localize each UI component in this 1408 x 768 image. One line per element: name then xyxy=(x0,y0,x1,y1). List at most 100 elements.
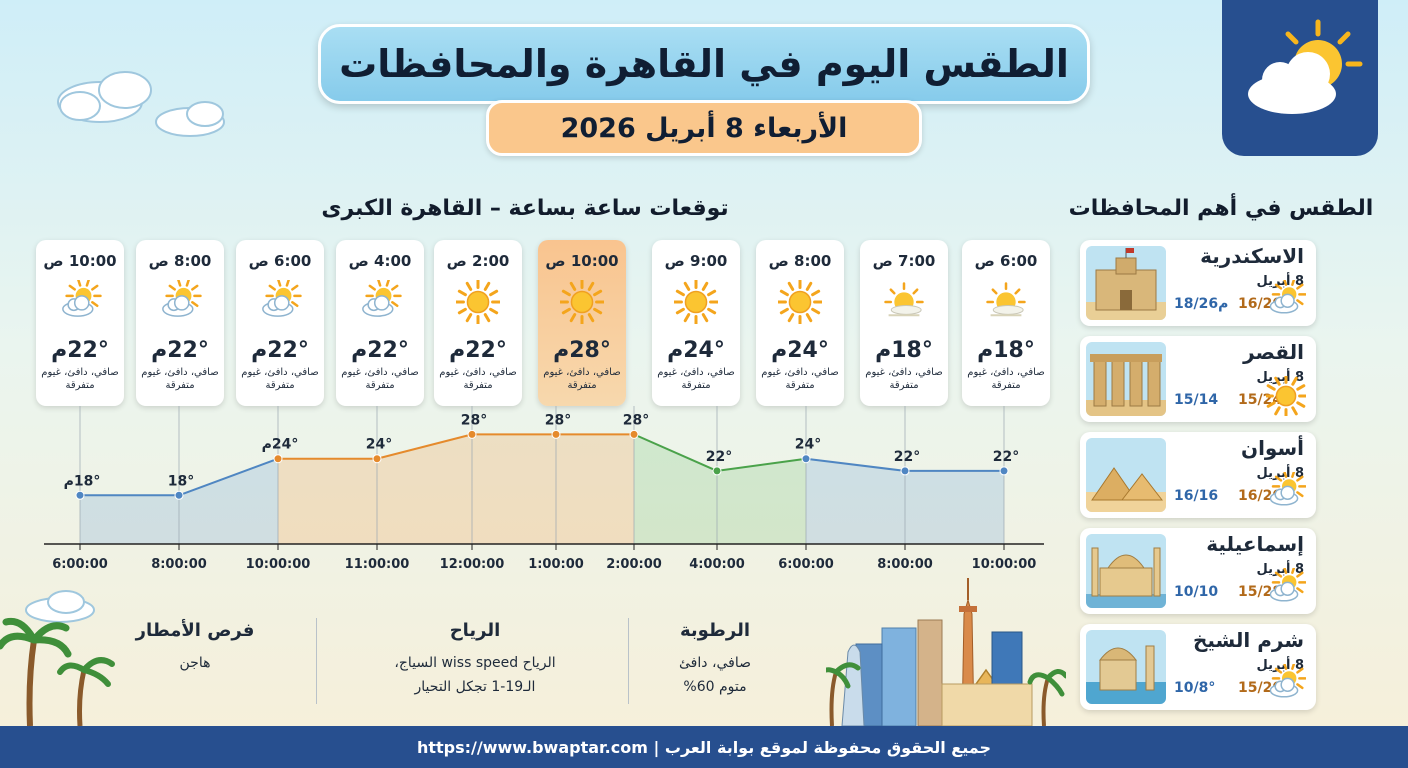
hourly-time: 2:00 ص xyxy=(446,252,510,270)
hourly-desc: صافي، دافئ، غيوم متفرقة xyxy=(41,367,119,391)
hourly-time: 6:00 ص xyxy=(248,252,312,270)
hourly-desc: صافي، دافئ، غيوم متفرقة xyxy=(657,367,735,391)
chart-point xyxy=(999,466,1009,476)
chart-tick-label: 8:00:00 xyxy=(877,557,933,572)
governorate-temp-secondary: 16/16 xyxy=(1174,488,1219,504)
cloud-icon xyxy=(25,590,95,623)
hourly-temp: 18°م xyxy=(977,338,1035,363)
sun-cloud-icon xyxy=(1248,19,1363,114)
hourly-card: 6:00 ص 22°م صافي، دافئ، غيوم متفرقة xyxy=(236,240,324,406)
chart-line-segment xyxy=(633,433,718,472)
divider xyxy=(628,618,629,704)
sun-icon xyxy=(560,280,604,324)
governorate-name: أسوان xyxy=(1241,436,1304,460)
chart-point xyxy=(801,454,811,464)
governorates-title: الطقس في أهم المحافظات xyxy=(1068,196,1374,221)
hourly-temp: 24°م xyxy=(667,338,725,363)
humidity-title: الرطوبة xyxy=(679,620,751,641)
chart-point-label: 28° xyxy=(461,412,487,428)
sun-icon xyxy=(674,280,718,324)
chart-tick-label: 11:00:00 xyxy=(345,557,410,572)
chart-point-label: 22° xyxy=(706,449,732,465)
sun-icon xyxy=(456,280,500,324)
hourly-forecast-title: توقعات ساعة بساعة – القاهرة الكبرى xyxy=(321,196,729,221)
hourly-temp: 28°م xyxy=(553,338,611,363)
governorate-card[interactable]: أسوان 8 أبريل 16/20° 16/16 xyxy=(1080,432,1316,518)
chart-point-label: 24°م xyxy=(262,437,299,453)
chart-area-segment xyxy=(717,458,806,544)
sun-icon xyxy=(778,280,822,324)
chart-point xyxy=(629,429,639,439)
chart-point xyxy=(712,466,722,476)
hourly-card: 9:00 ص 24°م صافي، دافئ، غيوم متفرقة xyxy=(652,240,740,406)
hourly-card: 4:00 ص 22°م صافي، دافئ، غيوم متفرقة xyxy=(336,240,424,406)
hourly-time: 8:00 ص xyxy=(768,252,832,270)
wind-line1: الرياح wiss speed السياج، xyxy=(394,655,556,671)
chart-area-segment xyxy=(472,434,556,544)
hourly-card: 8:00 ص 24°م صافي، دافئ، غيوم متفرقة xyxy=(756,240,844,406)
chart-point xyxy=(75,490,85,500)
chart-tick-label: 12:00:00 xyxy=(440,557,505,572)
gazebo-icon xyxy=(1086,630,1166,704)
cloud-icon xyxy=(57,71,225,137)
chart-tick-label: 8:00:00 xyxy=(151,557,207,572)
chart-point xyxy=(372,454,382,464)
governorate-card[interactable]: إسماعيلية 8 أبريل 15/28° 10/10 xyxy=(1080,528,1316,614)
hourly-desc: صافي، دافئ، غيوم متفرقة xyxy=(241,367,319,391)
palm-tree-icon xyxy=(0,617,115,726)
date-badge: الأربعاء 8 أبريل 2026 xyxy=(486,100,922,156)
chart-point-label: 24° xyxy=(795,437,821,453)
hourly-desc: صافي، دافئ، غيوم متفرقة xyxy=(341,367,419,391)
pyramids-icon xyxy=(1086,438,1166,512)
chart-tick-label: 2:00:00 xyxy=(606,557,662,572)
hourly-card: 10:00 ص 28°م صافي، دافئ، غيوم متفرقة xyxy=(538,240,626,406)
chart-point-label: 28° xyxy=(623,412,649,428)
chart-point xyxy=(467,429,477,439)
footer: جميع الحقوق محفوظة لموقع بوابة العرب | h… xyxy=(0,726,1408,768)
divider xyxy=(316,618,317,704)
governorate-thumbnail xyxy=(1086,438,1166,512)
hourly-card: 6:00 ص 18°م صافي، دافئ، غيوم متفرقة xyxy=(962,240,1050,406)
citadel-icon xyxy=(1086,246,1166,320)
rain-title: فرص الأمطار xyxy=(135,620,255,641)
cairo-skyline-illustration xyxy=(826,578,1066,726)
governorate-card[interactable]: شرم الشيخ 8 أبريل 15/20° 10/8° xyxy=(1080,624,1316,710)
hourly-temp: 22°م xyxy=(51,338,109,363)
sun-cloud-icon xyxy=(262,280,302,317)
chart-line-segment xyxy=(716,457,807,472)
chart-area-segment xyxy=(80,495,179,544)
sun-icon xyxy=(1266,376,1306,416)
wind-line2: الـ19-1 تجكل التحيار xyxy=(414,679,536,695)
chart-point-label: 28° xyxy=(545,412,571,428)
chart-point-label: 18°م xyxy=(64,473,101,489)
governorate-name: الاسكندرية xyxy=(1200,244,1304,268)
footer-text: جميع الحقوق محفوظة لموقع بوابة العرب | h… xyxy=(416,737,992,757)
sun-cloud-icon xyxy=(1269,280,1306,314)
chart-point xyxy=(174,490,184,500)
logo xyxy=(1222,0,1378,156)
governorate-name: إسماعيلية xyxy=(1206,532,1304,556)
hourly-desc: صافي، دافئ، غيوم متفرقة xyxy=(141,367,219,391)
hourly-card: 2:00 ص 22°م صافي، دافئ، غيوم متفرقة xyxy=(434,240,522,406)
chart-area-segment xyxy=(806,458,905,544)
governorate-name: القصر xyxy=(1243,340,1304,364)
hourly-temp: 22°م xyxy=(151,338,209,363)
governorate-name: شرم الشيخ xyxy=(1192,628,1304,652)
chart-area-segment xyxy=(556,434,634,544)
humidity-line2: متوم 60% xyxy=(683,679,747,695)
page-title-box: الطقس اليوم في القاهرة والمحافظات xyxy=(318,24,1090,104)
sun-cloud-icon xyxy=(1269,664,1306,698)
governorate-card[interactable]: الاسكندرية 8 أبريل 16/20° 18/26م xyxy=(1080,240,1316,326)
hourly-temp: 22°م xyxy=(351,338,409,363)
hourly-time: 6:00 ص xyxy=(974,252,1038,270)
chart-tick-label: 4:00:00 xyxy=(689,557,745,572)
hourly-desc: صافي، دافئ، غيوم متفرقة xyxy=(967,367,1045,391)
chart-point-label: 18° xyxy=(168,473,194,489)
chart-tick-label: 1:00:00 xyxy=(528,557,584,572)
governorate-card[interactable]: القصر 8 أبريل 15/24° 15/14 xyxy=(1080,336,1316,422)
hourly-temp: 22°م xyxy=(449,338,507,363)
chart-tick-label: 6:00:00 xyxy=(52,557,108,572)
hourly-time: 10:00 ص xyxy=(545,252,619,270)
chart-point xyxy=(273,454,283,464)
chart-point-label: 22° xyxy=(894,449,920,465)
